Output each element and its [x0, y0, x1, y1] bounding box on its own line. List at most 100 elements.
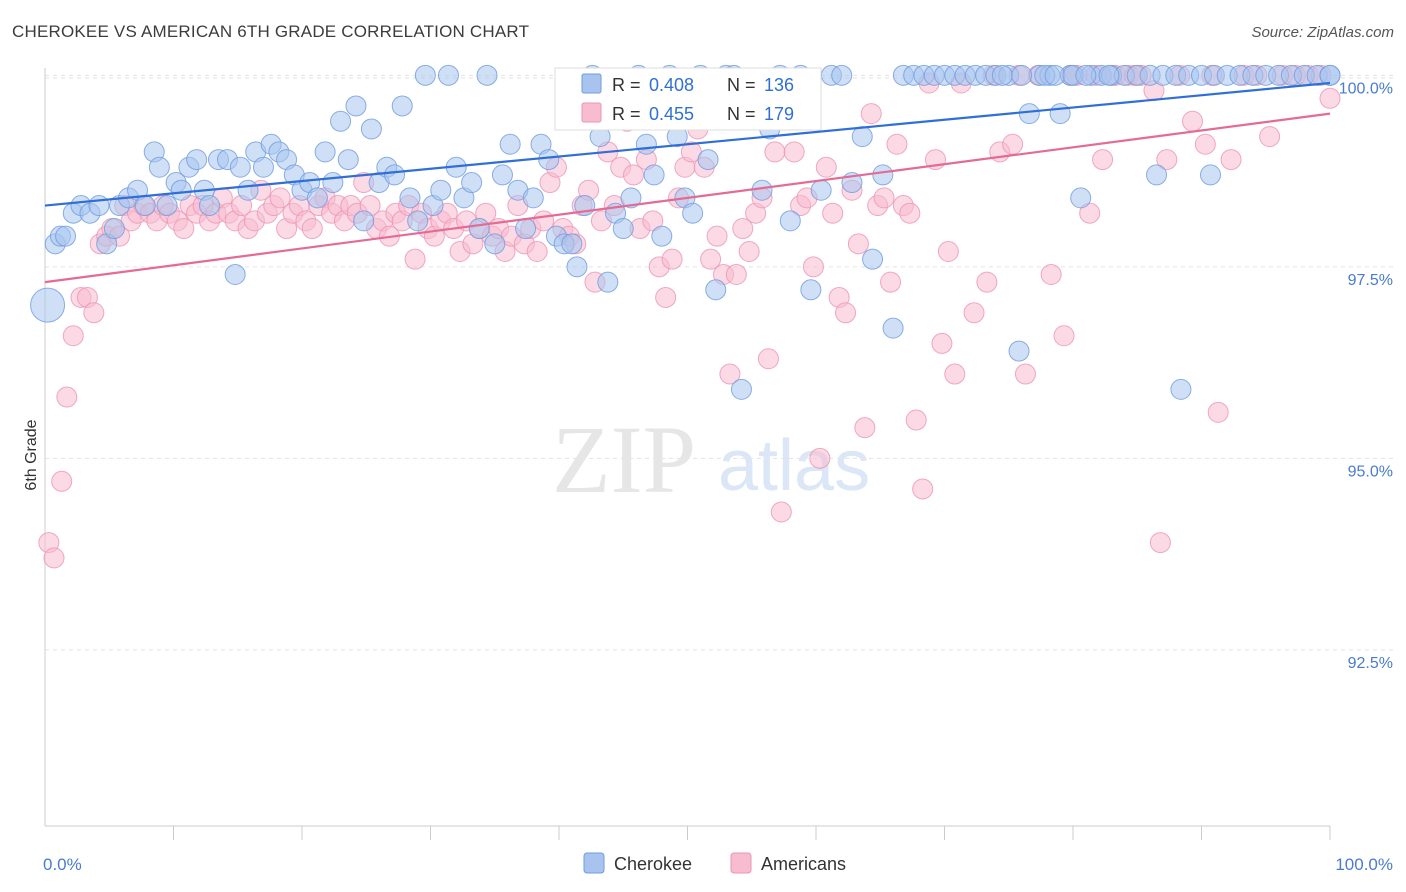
legend-r-label-cherokee: R =	[612, 75, 641, 95]
americans-point	[937, 241, 959, 262]
cherokee-point	[88, 195, 110, 217]
americans-point	[661, 248, 683, 270]
cherokee-point	[620, 187, 642, 209]
cherokee-point	[186, 149, 208, 171]
bottom-legend: Cherokee Americans	[583, 852, 846, 874]
americans-point	[526, 241, 548, 262]
cherokee-point	[635, 133, 657, 155]
americans-point	[802, 256, 824, 278]
americans-point	[269, 187, 291, 209]
cherokee-trendline	[44, 81, 1331, 207]
cherokee-point	[705, 279, 727, 301]
cherokee-point	[515, 218, 537, 240]
cherokee-point	[399, 187, 421, 209]
x-ticks	[173, 826, 1331, 840]
y-tick-label: 100.0%	[1339, 80, 1393, 97]
legend-n-value-cherokee: 136	[764, 75, 794, 95]
cherokee-point	[134, 195, 156, 217]
cherokee-point	[437, 64, 459, 86]
americans-point	[899, 202, 921, 224]
americans-point	[1040, 263, 1062, 285]
americans-point	[1194, 133, 1216, 155]
legend-swatch-americans	[581, 102, 602, 123]
americans-point	[809, 447, 831, 469]
cherokee-point	[651, 225, 673, 247]
cherokee-point	[991, 64, 1013, 86]
cherokee-point	[1018, 103, 1040, 125]
y-tick-label: 95.0%	[1348, 463, 1393, 480]
americans-point	[912, 478, 934, 500]
trendlines	[44, 81, 1331, 284]
cherokee-point	[643, 164, 665, 186]
cherokee-point	[779, 210, 801, 232]
bottom-legend-label-cherokee: Cherokee	[614, 854, 692, 874]
cherokee-point	[538, 149, 560, 171]
americans-point	[847, 233, 869, 255]
americans-point	[719, 363, 741, 385]
americans-point	[783, 141, 805, 163]
cherokee-point	[1319, 64, 1341, 86]
cherokee-point	[612, 218, 634, 240]
cherokee-point	[314, 141, 336, 163]
cherokee-point	[384, 164, 406, 186]
cherokee-point	[198, 195, 220, 217]
cherokee-point	[414, 64, 436, 86]
cherokee-point	[1146, 164, 1168, 186]
americans-point	[725, 263, 747, 285]
cherokee-point	[491, 164, 513, 186]
cherokee-point	[862, 248, 884, 270]
americans-point	[944, 363, 966, 385]
bottom-legend-label-americans: Americans	[761, 854, 846, 874]
y-tick-label: 97.5%	[1348, 272, 1393, 289]
bottom-legend-swatch-cherokee	[583, 852, 605, 874]
legend-n-label-americans: N =	[727, 104, 756, 124]
cherokee-point	[499, 133, 521, 155]
cherokee-point	[430, 179, 452, 201]
watermark: ZIP atlas	[552, 406, 870, 513]
cherokee-point	[322, 172, 344, 194]
americans-point	[770, 501, 792, 523]
americans-point	[1319, 87, 1341, 109]
americans-point	[1014, 363, 1036, 385]
cherokee-point	[831, 64, 853, 86]
cherokee-point	[229, 156, 251, 178]
americans-point	[1220, 149, 1242, 171]
legend-r-label-americans: R =	[612, 104, 641, 124]
watermark-zip: ZIP	[552, 406, 696, 513]
americans-point	[854, 417, 876, 439]
cherokee-point	[353, 210, 375, 232]
americans-point	[173, 218, 195, 240]
cherokee-point	[1008, 340, 1030, 362]
x-tick-label-min: 0.0%	[43, 855, 82, 874]
legend-n-label-cherokee: N =	[727, 75, 756, 95]
cherokee-point	[561, 233, 583, 255]
americans-point	[1149, 532, 1171, 554]
americans-trendline	[44, 112, 1331, 284]
cherokee-point	[851, 126, 873, 148]
cherokee-point	[1070, 187, 1092, 209]
cherokee-point	[461, 172, 483, 194]
cherokee-point	[872, 164, 894, 186]
bottom-legend-swatch-americans	[730, 852, 752, 874]
americans-point	[757, 348, 779, 370]
cherokee-point	[391, 95, 413, 117]
cherokee-point	[1098, 64, 1120, 86]
americans-point	[1259, 126, 1281, 148]
americans-point	[404, 248, 426, 270]
americans-point	[963, 302, 985, 324]
cherokee-point	[1049, 103, 1071, 125]
americans-point	[880, 271, 902, 293]
americans-point	[815, 156, 837, 178]
y-tick-label: 92.5%	[1348, 655, 1393, 672]
y-axis-title: 6th Grade	[23, 419, 40, 490]
y-tick-labels: 100.0% 97.5% 95.0% 92.5%	[1339, 80, 1393, 672]
cherokee-point	[330, 110, 352, 132]
americans-point	[62, 325, 84, 347]
americans-point	[301, 218, 323, 240]
americans-point	[655, 286, 677, 308]
cherokee-point	[730, 378, 752, 400]
cherokee-point	[407, 210, 429, 232]
cherokee-point	[751, 179, 773, 201]
cherokee-point	[170, 179, 192, 201]
americans-point	[1207, 401, 1229, 423]
